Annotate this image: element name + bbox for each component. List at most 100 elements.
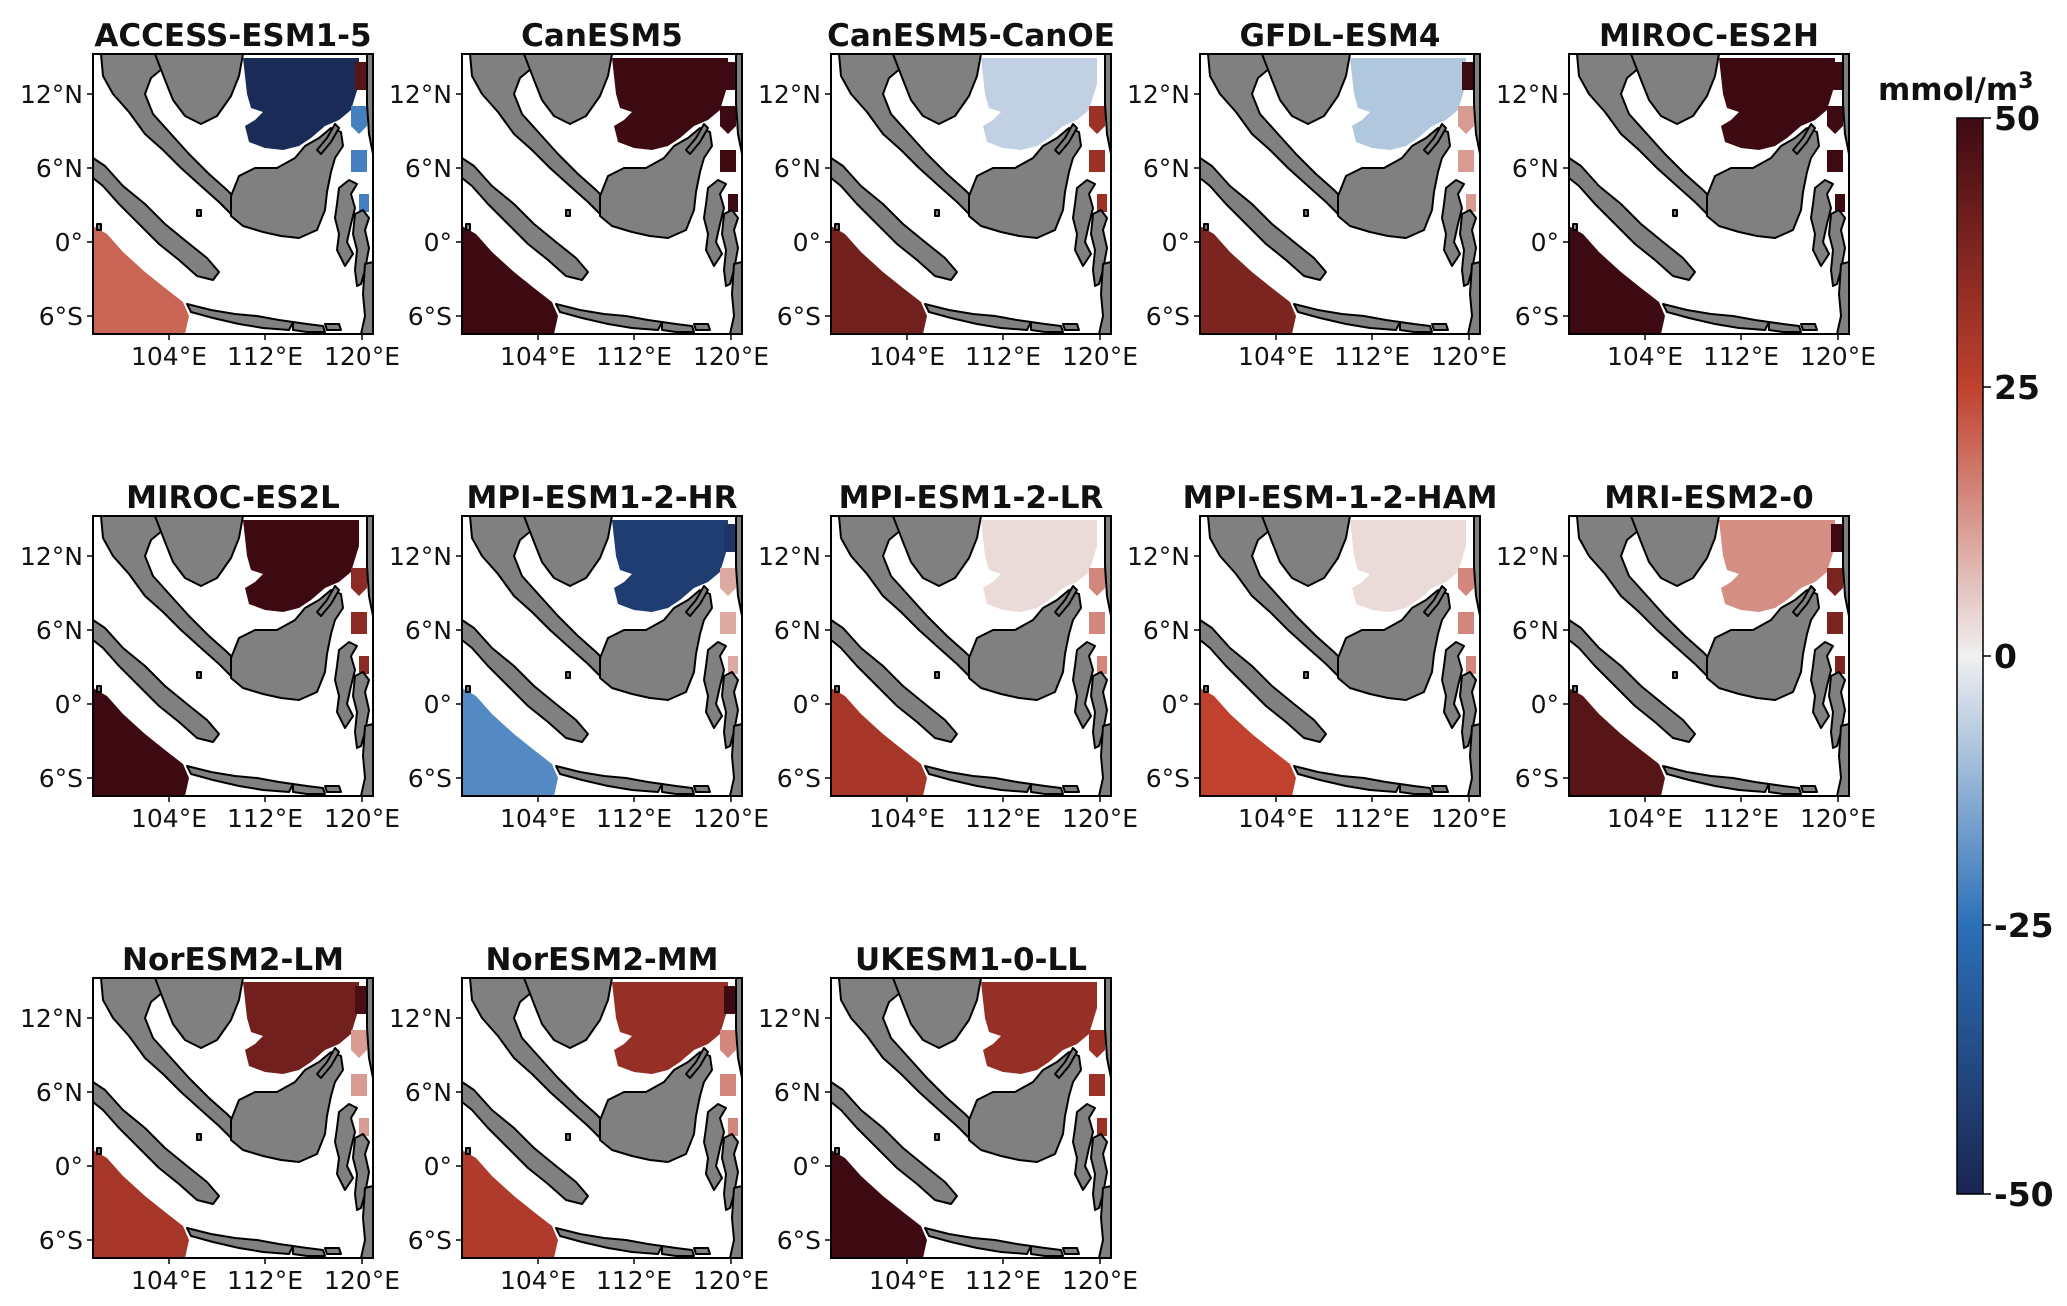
land-mass xyxy=(1104,54,1111,155)
land-mass xyxy=(360,723,373,796)
land-mass xyxy=(565,1133,571,1141)
lat-tick-label: 6°S xyxy=(1515,764,1559,793)
anomaly-patch-scs xyxy=(612,982,728,1074)
panel-title: MRI-ESM2-0 xyxy=(1604,480,1813,516)
lat-tick-label: 6°N xyxy=(36,616,83,645)
land-mass xyxy=(292,783,326,795)
lat-tick-label: 6°N xyxy=(1512,154,1559,183)
land-mass xyxy=(93,157,220,281)
map-frame xyxy=(830,515,1112,797)
lon-tick-label: 104°E xyxy=(869,342,945,371)
map-frame xyxy=(461,977,743,1259)
lon-tick-label: 112°E xyxy=(596,342,672,371)
anomaly-patch-east xyxy=(351,106,369,212)
map-panel: ACCESS-ESM1-5 12°N 6°N 0° 6°S 104°E 112°E 120°E xyxy=(20,18,400,371)
anomaly-patch-scs xyxy=(243,982,359,1074)
anomaly-patch-jsea xyxy=(1200,688,1296,796)
lat-tick-label: 6°N xyxy=(774,616,821,645)
lon-tick-label: 120°E xyxy=(693,1266,769,1295)
land-mass xyxy=(1431,323,1449,331)
anomaly-patch-ne xyxy=(724,986,738,1014)
land-mass xyxy=(1030,321,1064,333)
land-mass xyxy=(1473,516,1480,617)
lon-tick-label: 120°E xyxy=(1062,342,1138,371)
lat-tick-label: 12°N xyxy=(1496,80,1559,109)
anomaly-patch-jsea xyxy=(1569,226,1665,334)
land-mass xyxy=(1842,516,1849,617)
anomaly-patch-scs xyxy=(981,58,1097,150)
lon-tick-label: 104°E xyxy=(131,1266,207,1295)
lat-tick-label: 12°N xyxy=(389,542,452,571)
land-mass xyxy=(1662,303,1770,331)
land-mass xyxy=(555,765,663,793)
panel-title: NorESM2-MM xyxy=(485,942,718,978)
colorbar-tick-label: 0 xyxy=(1994,637,2017,676)
land-mass xyxy=(1337,127,1451,239)
land-mass xyxy=(834,1147,840,1155)
lat-tick-label: 6°N xyxy=(1143,154,1190,183)
anomaly-patch-east xyxy=(1827,568,1845,674)
lat-tick-label: 0° xyxy=(424,228,452,257)
land-mass xyxy=(968,1051,1082,1163)
land-mass xyxy=(735,978,742,1079)
land-mass xyxy=(523,516,613,587)
panel-title: MIROC-ES2L xyxy=(126,480,340,516)
map-area xyxy=(831,978,1111,1258)
land-mass xyxy=(831,619,958,743)
land-mass xyxy=(1800,323,1818,331)
lon-tick-label: 120°E xyxy=(324,1266,400,1295)
land-mass xyxy=(685,123,709,155)
map-panel: NorESM2-MM 12°N 6°N 0° 6°S 104°E 112°E 120°E xyxy=(389,942,769,1295)
land-mass xyxy=(685,1047,709,1079)
colorbar-tick-label: 25 xyxy=(1994,368,2040,407)
anomaly-patch-jsea xyxy=(831,1150,927,1258)
land-mass xyxy=(1441,641,1465,729)
lon-tick-label: 104°E xyxy=(500,1266,576,1295)
lon-tick-label: 112°E xyxy=(965,1266,1041,1295)
land-mass xyxy=(465,1147,471,1155)
anomaly-patch-ne xyxy=(1831,62,1845,90)
lat-tick-label: 6°N xyxy=(36,154,83,183)
lon-tick-label: 112°E xyxy=(227,1266,303,1295)
lon-tick-label: 120°E xyxy=(1062,804,1138,833)
lat-tick-label: 6°S xyxy=(1146,764,1190,793)
map-area xyxy=(462,978,742,1258)
lon-tick-label: 104°E xyxy=(500,804,576,833)
map-frame xyxy=(830,53,1112,335)
anomaly-patch-scs xyxy=(612,520,728,612)
land-mass xyxy=(968,589,1082,701)
land-mass xyxy=(1054,1047,1078,1079)
land-mass xyxy=(934,671,940,679)
lon-tick-label: 112°E xyxy=(1334,804,1410,833)
lon-tick-label: 112°E xyxy=(1703,804,1779,833)
panel-title: MPI-ESM1-2-HR xyxy=(466,480,737,516)
land-mass xyxy=(523,54,613,125)
anomaly-patch-jsea xyxy=(93,688,189,796)
map-area xyxy=(93,978,373,1258)
anomaly-patch-jsea xyxy=(462,1150,558,1258)
anomaly-patch-scs xyxy=(243,58,359,150)
panel-grid: ACCESS-ESM1-5 12°N 6°N 0° 6°S 104°E 112°E 120°E… xyxy=(20,18,1876,1295)
map-area xyxy=(831,516,1111,796)
land-mass xyxy=(892,516,982,587)
anomaly-patch-east xyxy=(1089,106,1107,212)
land-mass xyxy=(1572,223,1578,231)
land-mass xyxy=(565,209,571,217)
land-mass xyxy=(924,765,1032,793)
land-mass xyxy=(324,785,342,793)
panel-title: MPI-ESM1-2-LR xyxy=(839,480,1104,516)
anomaly-patch-east xyxy=(1458,106,1476,212)
land-mass xyxy=(523,978,613,1049)
colorbar-tick-label: -50 xyxy=(1994,1175,2054,1214)
land-mass xyxy=(703,641,727,729)
lat-tick-label: 12°N xyxy=(389,80,452,109)
lat-tick-label: 6°S xyxy=(777,764,821,793)
land-mass xyxy=(366,978,373,1079)
land-mass xyxy=(1810,641,1834,729)
land-mass xyxy=(1303,671,1309,679)
lat-tick-label: 0° xyxy=(424,690,452,719)
lon-tick-label: 104°E xyxy=(131,342,207,371)
map-panel: GFDL-ESM4 12°N 6°N 0° 6°S 104°E 112°E 120°E xyxy=(1127,18,1507,371)
land-mass xyxy=(1569,157,1696,281)
map-area xyxy=(93,516,373,796)
